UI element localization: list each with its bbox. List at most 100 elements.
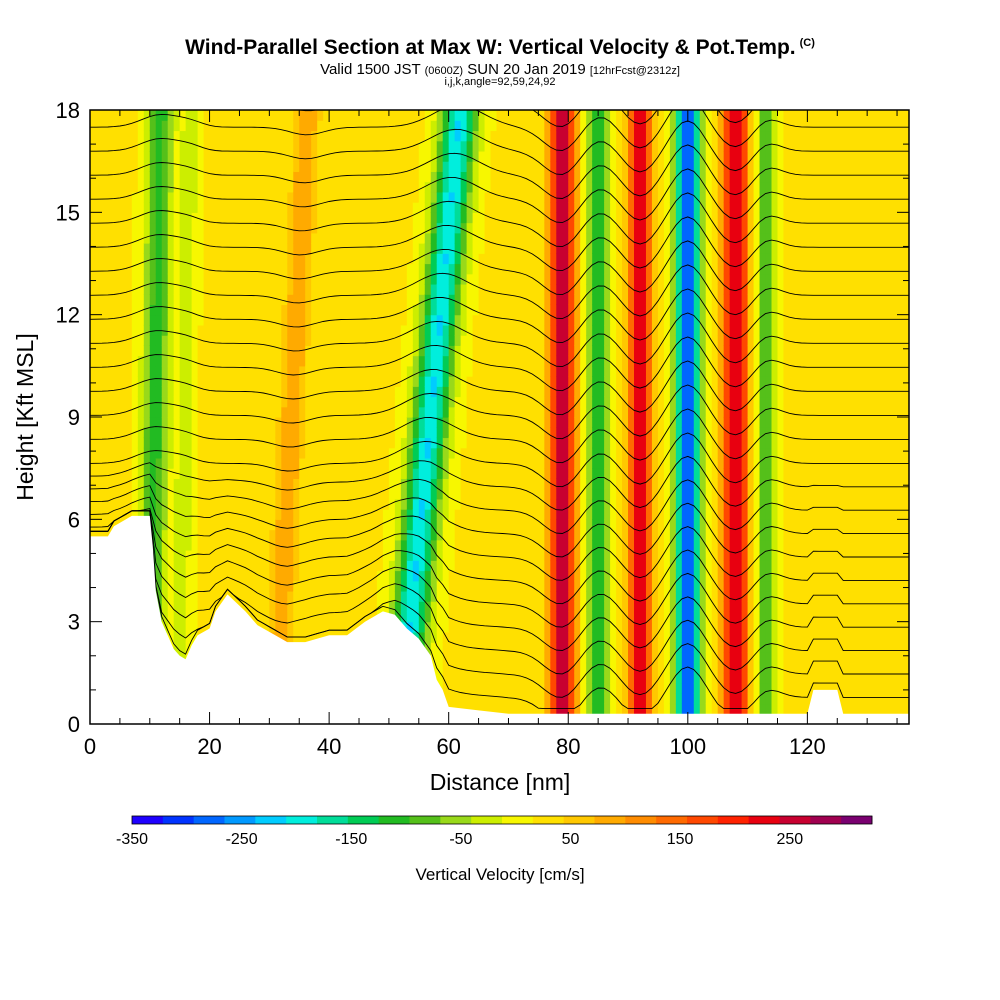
velocity-cell <box>329 539 336 551</box>
velocity-cell <box>502 662 510 674</box>
velocity-cell <box>556 314 563 326</box>
velocity-cell <box>478 509 486 520</box>
velocity-cell <box>424 396 432 408</box>
velocity-cell <box>293 314 300 326</box>
velocity-cell <box>113 345 121 357</box>
velocity-cell <box>131 509 139 520</box>
velocity-cell <box>538 150 545 162</box>
velocity-cell <box>227 570 235 582</box>
velocity-cell <box>514 457 522 469</box>
velocity-cell <box>430 304 438 316</box>
velocity-cell <box>412 590 420 602</box>
velocity-cell <box>550 120 557 132</box>
velocity-cell <box>412 427 420 439</box>
velocity-cell <box>538 273 545 285</box>
velocity-cell <box>359 222 366 234</box>
velocity-cell <box>149 304 157 316</box>
velocity-cell <box>323 621 330 633</box>
velocity-cell <box>179 376 187 387</box>
velocity-cell <box>305 232 312 244</box>
velocity-cell <box>299 355 306 367</box>
velocity-cell <box>568 529 575 541</box>
velocity-cell <box>335 304 342 316</box>
velocity-cell <box>556 396 563 408</box>
velocity-cell <box>526 365 533 377</box>
velocity-cell <box>394 181 402 193</box>
velocity-cell <box>472 314 480 326</box>
velocity-cell <box>400 355 408 367</box>
velocity-cell <box>293 570 300 582</box>
velocity-cell <box>544 570 551 582</box>
velocity-cell <box>161 345 169 357</box>
velocity-cell <box>233 365 241 377</box>
velocity-cell <box>137 181 145 193</box>
velocity-cell <box>269 529 276 541</box>
velocity-cell <box>460 355 468 367</box>
velocity-cell <box>305 335 312 346</box>
velocity-cell <box>275 529 282 541</box>
velocity-cell <box>257 150 264 162</box>
velocity-cell <box>119 202 127 213</box>
velocity-cell <box>532 232 539 244</box>
velocity-cell <box>305 365 312 377</box>
velocity-cell <box>376 580 384 592</box>
velocity-cell <box>520 498 527 510</box>
velocity-cell <box>305 488 312 500</box>
velocity-cell <box>329 355 336 367</box>
velocity-cell <box>317 304 324 316</box>
velocity-cell <box>448 110 456 121</box>
velocity-cell <box>478 652 486 664</box>
velocity-cell <box>215 580 223 592</box>
velocity-cell <box>113 222 121 234</box>
velocity-cell <box>155 355 163 367</box>
velocity-cell <box>191 427 199 439</box>
velocity-cell <box>245 294 253 306</box>
velocity-cell <box>263 417 270 428</box>
velocity-cell <box>353 294 360 306</box>
velocity-cell <box>305 376 312 387</box>
velocity-cell <box>574 304 581 316</box>
velocity-cell <box>550 437 557 449</box>
velocity-cell <box>161 437 169 449</box>
velocity-cell <box>101 365 109 377</box>
velocity-cell <box>173 478 181 490</box>
velocity-cell <box>197 611 205 623</box>
velocity-cell <box>532 161 539 172</box>
velocity-cell <box>185 110 193 121</box>
velocity-cell <box>329 181 336 193</box>
velocity-cell <box>574 672 581 684</box>
velocity-cell <box>209 263 217 275</box>
velocity-cell <box>311 263 318 275</box>
velocity-cell <box>179 478 187 490</box>
velocity-cell <box>454 590 462 602</box>
velocity-cell <box>454 672 462 684</box>
velocity-cell <box>508 243 516 254</box>
velocity-cell <box>155 304 163 316</box>
velocity-cell <box>436 212 444 224</box>
velocity-cell <box>418 488 426 500</box>
velocity-cell <box>347 580 354 592</box>
velocity-cell <box>526 437 533 449</box>
velocity-cell <box>574 202 581 213</box>
velocity-cell <box>161 161 169 172</box>
velocity-cell <box>412 232 420 244</box>
velocity-cell <box>466 611 474 623</box>
velocity-cell <box>484 509 492 520</box>
velocity-cell <box>221 529 229 541</box>
velocity-cell <box>496 396 504 408</box>
velocity-cell <box>496 365 504 377</box>
velocity-cell <box>370 601 378 613</box>
velocity-cell <box>574 509 581 520</box>
velocity-cell <box>263 396 270 408</box>
velocity-cell <box>293 437 300 449</box>
velocity-cell <box>538 478 545 490</box>
velocity-cell <box>209 232 217 244</box>
velocity-cell <box>119 396 127 408</box>
velocity-cell <box>203 120 211 132</box>
velocity-cell <box>191 355 199 367</box>
velocity-cell <box>424 365 432 377</box>
velocity-cell <box>245 447 253 459</box>
velocity-cell <box>221 396 229 408</box>
velocity-cell <box>161 386 169 398</box>
velocity-cell <box>257 529 264 541</box>
